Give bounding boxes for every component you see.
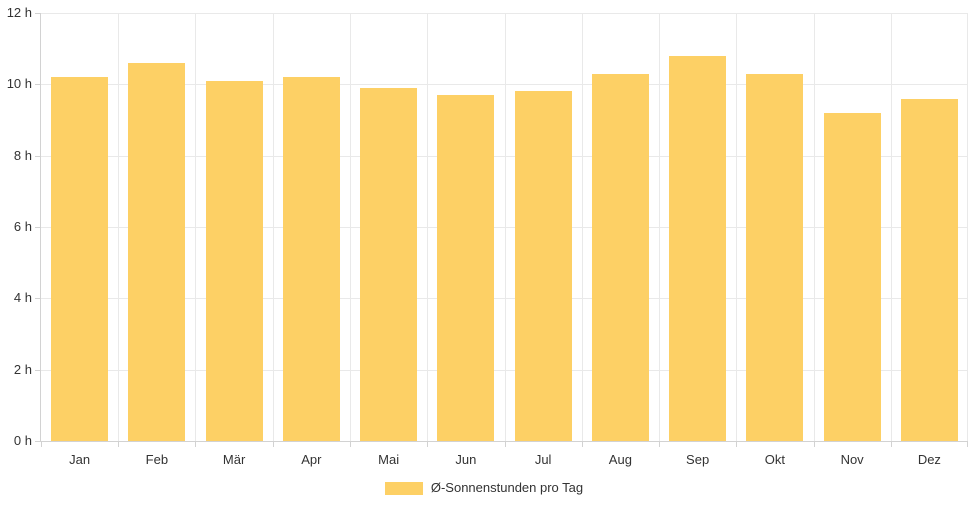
- bar-Aug[interactable]: [591, 73, 649, 441]
- bar-Jun[interactable]: [437, 95, 495, 441]
- x-axis-tick: [118, 441, 120, 447]
- x-axis-category-label: Nov: [840, 452, 864, 467]
- x-axis-category-label: Jun: [455, 452, 477, 467]
- category-gridline: [272, 13, 274, 441]
- x-axis-tick: [504, 441, 506, 447]
- x-axis-tick: [890, 441, 892, 447]
- y-axis-tick: [35, 298, 41, 300]
- x-axis-category-label: Feb: [145, 452, 169, 467]
- bar-Apr[interactable]: [282, 77, 340, 441]
- legend: Ø-Sonnenstunden pro Tag: [0, 479, 968, 497]
- y-axis-tick: [35, 84, 41, 86]
- legend-item[interactable]: Ø-Sonnenstunden pro Tag: [384, 479, 584, 497]
- x-axis-category-label: Dez: [917, 452, 941, 467]
- plot-area: 0 h 2 h 4 h 6 h 8 h 10 h 12 h Jan Feb Mär Apr Mai Ju…: [7, 5, 968, 467]
- category-gridline: [195, 13, 197, 441]
- category-gridline: [349, 13, 351, 441]
- x-axis-tick: [349, 441, 351, 447]
- x-axis-category-label: Okt: [764, 452, 785, 467]
- category-gridline: [504, 13, 506, 441]
- bar-Jan[interactable]: [51, 77, 109, 441]
- x-axis-tick: [581, 441, 583, 447]
- x-axis-category-label: Jan: [69, 452, 91, 467]
- y-axis-tick-label: 2 h: [13, 361, 32, 377]
- y-axis-tick-label: 4 h: [13, 290, 32, 306]
- x-axis-tick: [41, 441, 42, 447]
- x-axis-category-label: Mai: [378, 452, 400, 467]
- x-axis-category-label: Mär: [222, 452, 246, 467]
- category-gridline: [813, 13, 815, 441]
- x-axis-tick: [736, 441, 738, 447]
- category-gridline: [736, 13, 738, 441]
- y-axis-tick-label: 10 h: [6, 76, 32, 92]
- category-gridline: [427, 13, 429, 441]
- legend-swatch-icon: [384, 481, 423, 495]
- bar-Jul[interactable]: [514, 91, 572, 441]
- legend-label: Ø-Sonnenstunden pro Tag: [430, 480, 584, 495]
- y-axis-tick: [35, 155, 41, 157]
- x-axis-tick: [195, 441, 197, 447]
- bar-Dez[interactable]: [900, 98, 958, 441]
- category-gridline: [581, 13, 583, 441]
- y-axis-tick: [35, 13, 41, 14]
- category-gridline: [890, 13, 892, 441]
- bar-Mär[interactable]: [205, 80, 263, 441]
- y-axis-tick: [35, 441, 41, 442]
- y-axis-tick: [35, 369, 41, 371]
- x-axis-category-label: Jul: [534, 452, 552, 467]
- bar-Feb[interactable]: [128, 62, 186, 441]
- category-gridline: [118, 13, 120, 441]
- x-axis-tick: [272, 441, 274, 447]
- x-axis-tick: [427, 441, 429, 447]
- x-axis-category-label: Apr: [301, 452, 322, 467]
- bar-Okt[interactable]: [746, 73, 804, 441]
- y-axis-tick: [35, 227, 41, 228]
- x-axis-category-label: Aug: [608, 452, 632, 467]
- bar-Nov[interactable]: [823, 112, 881, 441]
- bar-Mai[interactable]: [360, 87, 418, 441]
- y-axis-tick-label: 8 h: [13, 147, 32, 163]
- y-axis-tick-label: 12 h: [6, 5, 32, 20]
- x-axis-tick: [658, 441, 660, 447]
- bar-Sep[interactable]: [669, 55, 727, 441]
- x-axis-category-label: Sep: [686, 452, 710, 467]
- y-axis-tick-label: 6 h: [13, 219, 32, 234]
- y-axis-tick-label: 0 h: [13, 433, 32, 448]
- x-axis-tick: [813, 441, 815, 447]
- category-gridline: [658, 13, 660, 441]
